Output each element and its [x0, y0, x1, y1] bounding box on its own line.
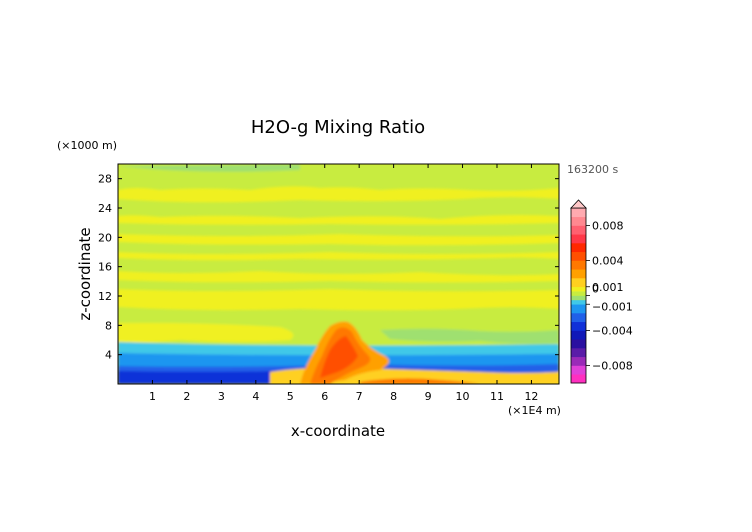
colorbar-segment [571, 321, 586, 331]
colorbar-tick-label: 0.001 [592, 281, 624, 294]
x-tick-label: 12 [524, 390, 538, 403]
colorbar-segment [571, 234, 586, 244]
colorbar-segment [571, 348, 586, 358]
colorbar-segment [571, 304, 586, 314]
y-axis-label: z-coordinate [76, 227, 94, 320]
x-tick-label: 1 [149, 390, 156, 403]
colorbar-overflow-triangle [570, 199, 587, 209]
colorbar-segment [571, 291, 586, 296]
y-tick-label: 20 [98, 231, 112, 244]
colorbar-segment [571, 251, 586, 261]
y-axis-ticks: 4 8 12 16 20 24 28 [98, 173, 559, 362]
colorbar-tick-label: −0.008 [592, 360, 633, 373]
time-label: 163200 s [567, 163, 618, 176]
colorbar-segment [571, 356, 586, 366]
band-green [118, 257, 559, 276]
x-tick-label: 5 [287, 390, 294, 403]
colorbar-tick-label: 0.004 [592, 255, 624, 268]
contour-bands [118, 164, 559, 384]
y-tick-label: 4 [105, 349, 112, 362]
colorbar-segment [571, 260, 586, 270]
x-tick-label: 11 [490, 390, 504, 403]
y-tick-label: 28 [98, 173, 112, 186]
x-tick-label: 6 [321, 390, 328, 403]
plume-core [320, 336, 358, 378]
colorbar-segment [571, 299, 586, 305]
colorbar-segment [571, 330, 586, 340]
band-yellow [118, 322, 294, 343]
band-green [380, 328, 559, 344]
colorbar-segment [571, 225, 586, 235]
colorbar-segment [571, 286, 586, 292]
plume-surface [360, 378, 480, 384]
plot-frame [117, 163, 560, 385]
colorbar-tick-label: 0.008 [592, 220, 624, 233]
colorbar-tick-label: −0.004 [592, 325, 633, 338]
colorbar-segment [571, 374, 586, 384]
colorbar-segment [571, 208, 586, 218]
x-tick-label: 2 [183, 390, 190, 403]
y-tick-label: 24 [98, 202, 112, 215]
colorbar-segment [571, 216, 586, 226]
colorbar-tick-label: 0 [592, 283, 599, 296]
colorbar-segment [571, 365, 586, 375]
x-axis-ticks: 1 2 3 4 5 6 7 8 9 10 11 12 [149, 164, 538, 403]
plot-field [118, 164, 559, 384]
colorbar-segment [571, 278, 586, 288]
chart-title: H2O-g Mixing Ratio [251, 117, 425, 138]
y-tick-label: 8 [105, 319, 112, 332]
x-unit-label: (×1E4 m) [508, 404, 561, 417]
y-unit-label: (×1000 m) [57, 139, 117, 152]
colorbar-segment [571, 313, 586, 323]
colorbar-tick-label: −0.001 [592, 300, 633, 313]
band-green [118, 197, 559, 219]
y-tick-label: 12 [98, 290, 112, 303]
colorbar-segment [571, 243, 586, 253]
x-tick-label: 3 [218, 390, 225, 403]
band-green [118, 242, 559, 254]
x-tick-label: 9 [425, 390, 432, 403]
x-tick-label: 4 [252, 390, 259, 403]
x-tick-label: 10 [456, 390, 470, 403]
colorbar-segment [571, 339, 586, 349]
colorbar-segment [571, 269, 586, 279]
x-tick-label: 7 [356, 390, 363, 403]
x-axis-label: x-coordinate [291, 422, 385, 440]
y-tick-label: 16 [98, 261, 112, 274]
colorbar-segment [571, 295, 586, 301]
band-green [118, 280, 559, 292]
x-tick-label: 8 [390, 390, 397, 403]
band-green [118, 164, 300, 172]
band-green [118, 223, 559, 237]
